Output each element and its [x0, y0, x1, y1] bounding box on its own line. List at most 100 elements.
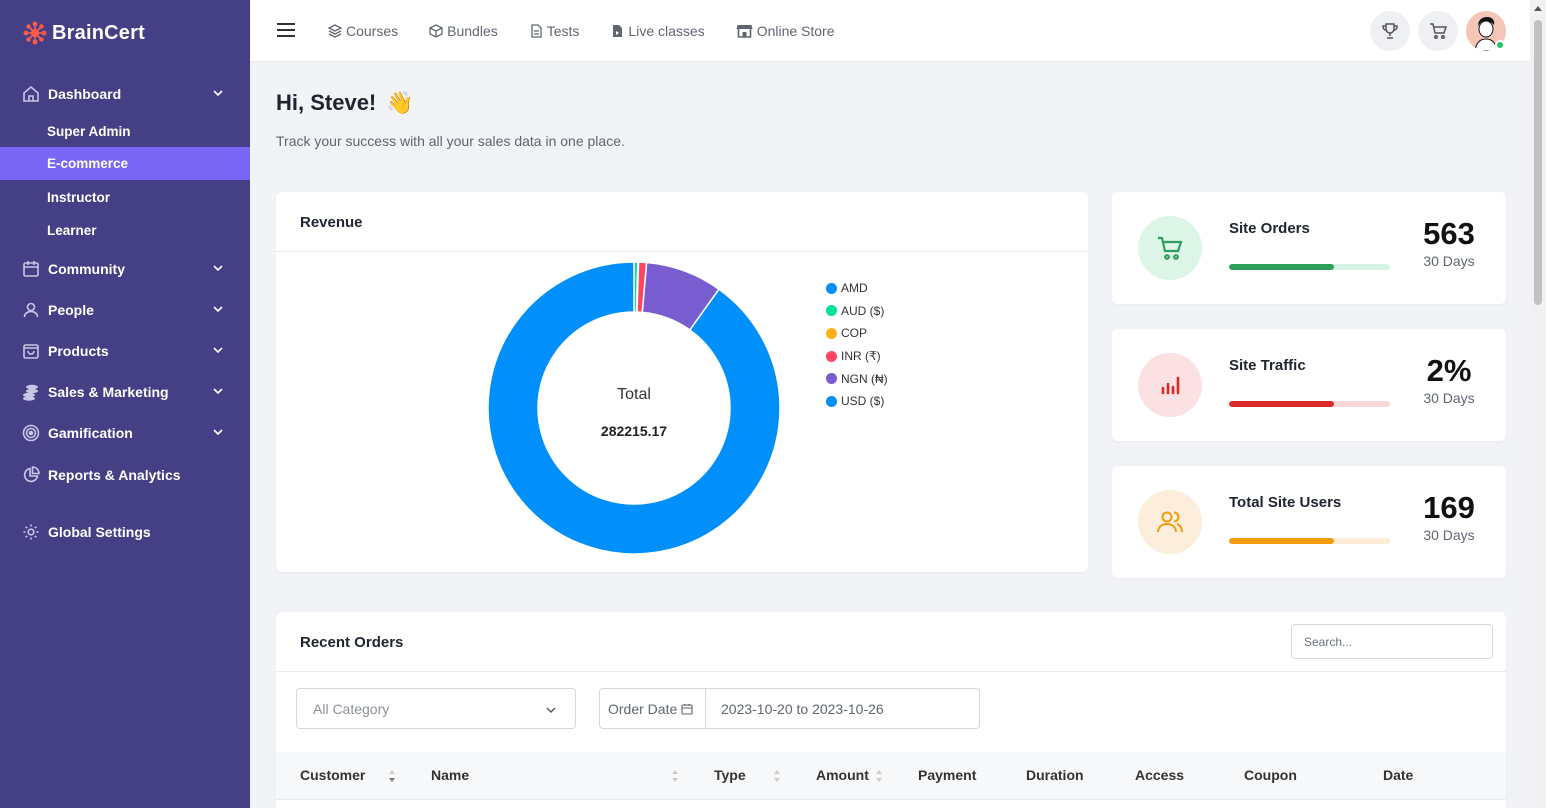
legend-item[interactable]: INR (₹) [826, 345, 888, 368]
bar-chart-icon [1161, 376, 1180, 395]
trophy-icon [1382, 23, 1398, 39]
topnav-bundles[interactable]: Bundles [429, 20, 498, 42]
legend-item[interactable]: AMD [826, 277, 888, 300]
legend-marker [826, 373, 837, 385]
stat-title: Total Site Users [1229, 494, 1342, 511]
topnav-live-classes[interactable]: Live classes [610, 20, 705, 42]
scroll-up-arrow-icon[interactable] [1534, 6, 1542, 11]
stat-progress-bar [1229, 264, 1390, 270]
sort-icon[interactable] [773, 768, 781, 784]
stat-title: Site Orders [1229, 220, 1310, 237]
legend-label: USD ($) [841, 394, 885, 409]
legend-marker [826, 305, 837, 317]
sidebar-item-products[interactable]: Products [0, 334, 250, 367]
trophy-button[interactable] [1370, 11, 1410, 51]
target-icon [22, 424, 40, 442]
brand-logo[interactable]: BrainCert [22, 19, 145, 47]
column-header-customer[interactable]: Customer [300, 767, 366, 783]
sidebar-subitem-label: Super Admin [47, 124, 131, 139]
sidebar: BrainCert Dashboard Super Admin E-commer… [0, 0, 250, 808]
sidebar-item-global-settings[interactable]: Global Settings [0, 515, 250, 548]
column-header-access[interactable]: Access [1135, 767, 1185, 783]
sort-icon[interactable] [388, 768, 396, 784]
site-traffic-card: Site Traffic 2% 30 Days [1112, 329, 1506, 441]
page-scrollbar[interactable] [1530, 0, 1546, 808]
column-header-amount[interactable]: Amount [816, 767, 869, 783]
sort-icon[interactable] [875, 768, 883, 784]
chevron-down-icon [213, 429, 223, 436]
chevron-down-icon [213, 90, 223, 97]
sidebar-item-people[interactable]: People [0, 293, 250, 326]
recent-orders-title: Recent Orders [300, 634, 404, 651]
column-header-coupon[interactable]: Coupon [1244, 767, 1297, 783]
scrollbar-thumb[interactable] [1534, 20, 1542, 305]
sidebar-item-label: Reports & Analytics [48, 466, 181, 483]
column-header-type[interactable]: Type [714, 767, 746, 783]
cart-button[interactable] [1418, 11, 1458, 51]
topnav-courses[interactable]: Courses [328, 20, 398, 42]
sidebar-subitem-ecommerce[interactable]: E-commerce [0, 147, 250, 180]
legend-marker [826, 395, 837, 407]
document-icon [531, 24, 542, 38]
stat-period: 30 Days [1423, 253, 1475, 269]
topnav-tests[interactable]: Tests [529, 20, 579, 42]
sidebar-subitem-instructor[interactable]: Instructor [0, 181, 250, 214]
column-header-name[interactable]: Name [431, 767, 470, 783]
topnav-online-store[interactable]: Online Store [736, 20, 835, 42]
stat-period: 30 Days [1423, 390, 1475, 406]
sidebar-item-gamification[interactable]: Gamification [0, 416, 250, 449]
order-date-filter[interactable]: Order Date 2023-10-20 to 2023-10-26 [599, 688, 980, 729]
sidebar-item-dashboard[interactable]: Dashboard [0, 77, 250, 110]
sidebar-item-label: Global Settings [48, 523, 151, 540]
sidebar-subitem-learner[interactable]: Learner [0, 214, 250, 247]
revenue-donut-chart[interactable]: Total 282215.17 [488, 262, 780, 554]
column-header-date[interactable]: Date [1383, 767, 1414, 783]
sidebar-subitem-super-admin[interactable]: Super Admin [0, 115, 250, 148]
legend-marker [826, 282, 837, 294]
legend-label: COP [841, 326, 868, 341]
hamburger-menu-icon[interactable] [277, 22, 295, 38]
sidebar-item-label: Dashboard [48, 85, 122, 102]
pie-chart-icon [22, 465, 40, 484]
sidebar-item-label: Sales & Marketing [48, 383, 169, 400]
calendar-icon [22, 260, 40, 278]
orders-search-input[interactable]: Search... [1291, 624, 1493, 659]
stat-period: 30 Days [1423, 527, 1475, 543]
category-select[interactable]: All Category [296, 688, 576, 729]
sidebar-subitem-label: Instructor [47, 190, 111, 205]
chevron-down-icon [213, 388, 223, 395]
stat-icon-wrap [1138, 216, 1202, 280]
donut-center-label: Total [617, 386, 651, 403]
legend-label: NGN (₦) [841, 371, 888, 386]
page-title: Hi, Steve! 👋 [276, 90, 414, 116]
store-icon [736, 25, 753, 38]
topnav-label: Live classes [628, 23, 705, 39]
stat-progress-bar [1229, 401, 1390, 407]
legend-item[interactable]: COP [826, 322, 888, 345]
donut-slice-usd[interactable] [488, 262, 780, 554]
sidebar-item-reports-analytics[interactable]: Reports & Analytics [0, 458, 250, 491]
order-date-range-input[interactable]: 2023-10-20 to 2023-10-26 [721, 700, 884, 717]
stat-progress-fill [1229, 538, 1334, 544]
coins-icon [22, 383, 40, 401]
online-status-indicator [1495, 40, 1505, 50]
chevron-down-icon [213, 306, 223, 313]
order-date-label: Order Date [600, 689, 706, 728]
sidebar-item-community[interactable]: Community [0, 252, 250, 285]
legend-item[interactable]: AUD ($) [826, 300, 888, 323]
stat-progress-fill [1229, 401, 1334, 407]
legend-item[interactable]: USD ($) [826, 390, 888, 413]
legend-item[interactable]: NGN (₦) [826, 367, 888, 390]
legend-marker [826, 327, 837, 339]
column-header-duration[interactable]: Duration [1026, 767, 1084, 783]
sidebar-item-sales-marketing[interactable]: Sales & Marketing [0, 375, 250, 408]
bag-icon [22, 342, 40, 360]
brain-logo-icon [23, 21, 47, 45]
chart-legend: AMD AUD ($) COP INR (₹) NGN (₦) USD ($) [826, 277, 888, 413]
stat-progress-bar [1229, 538, 1390, 544]
sidebar-item-label: Gamification [48, 424, 133, 441]
legend-label: INR (₹) [841, 349, 881, 364]
column-header-payment[interactable]: Payment [918, 767, 977, 783]
topnav-label: Online Store [756, 23, 835, 39]
sort-icon[interactable] [671, 768, 679, 784]
